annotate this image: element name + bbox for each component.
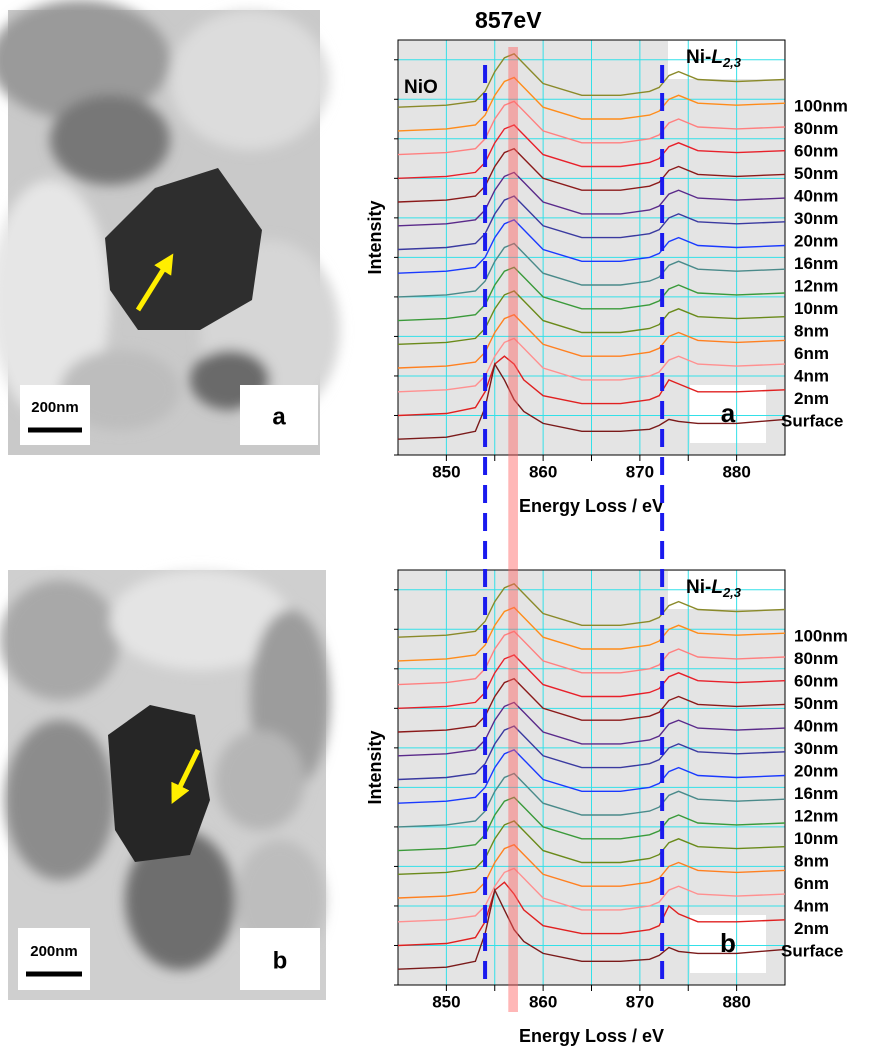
y-axis-label: Intensity xyxy=(365,200,385,274)
x-axis-label: Energy Loss / eV xyxy=(519,1026,664,1046)
edge-label-subscript: 2,3 xyxy=(722,55,742,70)
series-label: 100nm xyxy=(794,96,848,115)
x-tick-label: 860 xyxy=(529,462,557,481)
series-label: 80nm xyxy=(794,649,838,668)
figure: 200nm a 200nm b 850 860 870 880 100nm 80nm 60n… xyxy=(0,0,874,1056)
series-label: 16nm xyxy=(794,254,838,273)
series-label: 12nm xyxy=(794,276,838,295)
scale-bar-label: 200nm xyxy=(31,399,79,416)
x-axis-label: Energy Loss / eV xyxy=(519,496,664,516)
series-label: 6nm xyxy=(794,874,829,893)
annotation: NiO xyxy=(404,77,438,98)
series-label: 50nm xyxy=(794,164,838,183)
series-label: 10nm xyxy=(794,299,838,318)
series-label: 16nm xyxy=(794,784,838,803)
x-tick-label: 850 xyxy=(432,462,460,481)
series-label: 4nm xyxy=(794,896,829,915)
panel-label: a xyxy=(721,398,736,428)
series-label: 8nm xyxy=(794,851,829,870)
series-label: 40nm xyxy=(794,186,838,205)
series-label: 60nm xyxy=(794,671,838,690)
x-tick-label: 880 xyxy=(722,992,750,1011)
panel-label: b xyxy=(720,928,736,958)
micrograph-b xyxy=(0,570,330,1000)
chart-title: 857eV xyxy=(475,7,542,33)
series-label: 80nm xyxy=(794,119,838,138)
x-tick-label: 880 xyxy=(722,462,750,481)
scale-bar-label: 200nm xyxy=(30,943,78,960)
series-label: 20nm xyxy=(794,231,838,250)
series-label: 4nm xyxy=(794,366,829,385)
edge-label-prefix: Ni- xyxy=(686,577,711,598)
series-label: 60nm xyxy=(794,141,838,160)
x-tick-label: 870 xyxy=(626,992,654,1011)
panel-label: a xyxy=(272,403,286,430)
series-label: 6nm xyxy=(794,344,829,363)
panel-label: b xyxy=(273,947,288,974)
highlight-band xyxy=(508,47,518,1012)
micrograph-a xyxy=(0,0,340,455)
series-label: Surface xyxy=(781,941,843,960)
series-label: 100nm xyxy=(794,626,848,645)
edge-label-prefix: Ni- xyxy=(686,47,711,68)
y-axis-label: Intensity xyxy=(365,730,385,804)
series-label: 40nm xyxy=(794,716,838,735)
edge-label-symbol: L xyxy=(711,47,723,68)
edge-label-symbol: L xyxy=(711,577,723,598)
series-label: 30nm xyxy=(794,209,838,228)
x-tick-label: 870 xyxy=(626,462,654,481)
series-label: 50nm xyxy=(794,694,838,713)
x-tick-label: 850 xyxy=(432,992,460,1011)
series-label: 30nm xyxy=(794,739,838,758)
series-label: 2nm xyxy=(794,389,829,408)
series-label: Surface xyxy=(781,411,843,430)
series-label: 12nm xyxy=(794,806,838,825)
edge-label-subscript: 2,3 xyxy=(722,585,742,600)
series-label: 2nm xyxy=(794,919,829,938)
series-label: 8nm xyxy=(794,321,829,340)
series-label: 20nm xyxy=(794,761,838,780)
series-label: 10nm xyxy=(794,829,838,848)
x-tick-label: 860 xyxy=(529,992,557,1011)
